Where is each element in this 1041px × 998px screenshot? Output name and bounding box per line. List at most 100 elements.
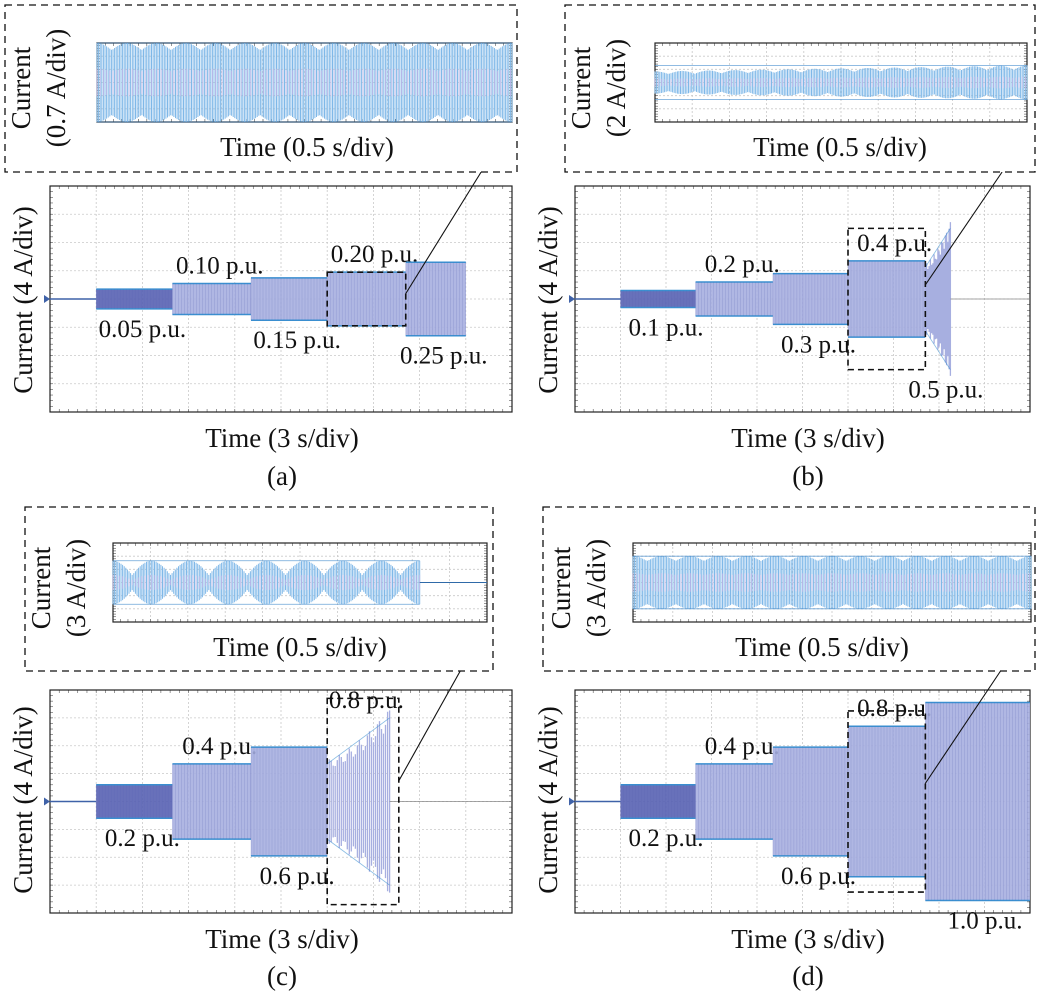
- carrier-hatching: [405, 262, 466, 336]
- step-envelope: [695, 281, 773, 317]
- inset-x-axis-label: Time (0.5 s/div): [213, 632, 387, 662]
- step-label: 0.4 p.u.: [857, 230, 932, 257]
- inset-y-axis-unit: (2 A/div): [601, 39, 631, 137]
- inset-x-axis-label: Time (0.5 s/div): [735, 632, 909, 662]
- carrier-hatching: [172, 763, 251, 840]
- step-envelope: [172, 763, 251, 840]
- step-label: 0.8 p.u.: [857, 695, 932, 722]
- inset-x-axis-label: Time (0.5 s/div): [220, 132, 394, 162]
- step-label: 0.3 p.u.: [781, 331, 856, 358]
- step-band: [250, 277, 328, 321]
- inset-y-axis-label: Current: [566, 46, 596, 129]
- inset-waveform: [96, 42, 513, 123]
- step-band: [96, 784, 173, 819]
- inset-trace-core: [654, 76, 1026, 89]
- inset-y-axis-unit: (3 A/div): [581, 539, 611, 637]
- step-label: 0.4 p.u.: [705, 733, 780, 760]
- step-envelope: [620, 784, 696, 819]
- carrier-hatching: [695, 763, 771, 840]
- main-x-axis-label: Time (3 s/div): [731, 423, 885, 453]
- main-y-axis-label: Current (4 A/div): [8, 206, 38, 393]
- carrier-hatching: [847, 260, 924, 338]
- inset-y-axis-label: Current: [6, 46, 36, 129]
- step-band: [620, 784, 696, 819]
- step-envelope: [772, 272, 849, 326]
- step-label: 0.15 p.u.: [253, 327, 341, 354]
- ground-marker-icon: [569, 295, 575, 303]
- carrier-hatching: [95, 784, 172, 819]
- step-band: [695, 282, 773, 316]
- carrier-hatching: [620, 784, 696, 819]
- inset-waveform: [632, 555, 1032, 610]
- panel-d: 0.2 p.u. 0.4 p.u. 0.6 p.u. 0.8 p.u. 1.0 p.u.…: [533, 506, 1036, 991]
- zoom-box: [326, 697, 400, 906]
- inset-y-axis-unit: (3 A/div): [61, 539, 91, 637]
- step-band: [925, 702, 1030, 901]
- main-y-axis-label: Current (4 A/div): [533, 206, 563, 393]
- inset-trace-core: [632, 573, 1030, 592]
- step-band: [172, 763, 251, 840]
- oscillation-envelope: [326, 717, 390, 886]
- panel-caption: (d): [792, 961, 823, 991]
- step-band: [327, 272, 406, 326]
- inset-x-axis-label: Time (0.5 s/div): [753, 132, 927, 162]
- step-label: 0.8 p.u.: [329, 687, 404, 714]
- step-band: [848, 260, 926, 338]
- step-label: 0.25 p.u.: [400, 343, 488, 370]
- step-band: [405, 262, 466, 336]
- carrier-hatching: [172, 283, 251, 315]
- step-band: [695, 763, 773, 840]
- panel-b: 0.1 p.u. 0.2 p.u. 0.3 p.u. 0.4 p.u. 0.5 p.u.…: [533, 4, 1036, 491]
- main-x-axis-label: Time (3 s/div): [731, 924, 885, 954]
- main-x-axis-label: Time (3 s/div): [205, 924, 359, 954]
- step-band: [772, 747, 848, 856]
- step-label: 0.4 p.u.: [182, 733, 257, 760]
- main-x-axis-label: Time (3 s/div): [205, 423, 359, 453]
- step-band: [620, 290, 696, 308]
- inset-trace-core: [112, 574, 421, 591]
- inset-y-axis-label: Current: [546, 546, 576, 629]
- step-label: 0.2 p.u.: [105, 825, 180, 852]
- step-label: 1.0 p.u.: [948, 907, 1023, 934]
- step-label: 0.2 p.u.: [705, 251, 780, 278]
- main-y-axis-label: Current (4 A/div): [8, 706, 38, 893]
- panel-caption: (b): [792, 461, 823, 491]
- step-envelope: [620, 289, 696, 309]
- step-band: [772, 273, 848, 325]
- carrier-hatching: [772, 747, 849, 856]
- carrier-hatching: [250, 747, 327, 856]
- main-y-axis-label: Current (4 A/div): [533, 706, 563, 893]
- step-label: 0.1 p.u.: [629, 314, 704, 341]
- ground-marker-icon: [569, 797, 575, 806]
- step-band: [250, 747, 328, 856]
- step-envelope: [925, 701, 1030, 902]
- ground-marker-icon: [44, 797, 50, 806]
- inset-y-axis-unit: (0.7 A/div): [41, 29, 71, 148]
- inset-waveform: [654, 64, 1028, 101]
- step-envelope: [250, 277, 328, 321]
- step-envelope: [326, 271, 406, 327]
- zoom-leader-line: [405, 171, 482, 294]
- step-envelope: [405, 261, 466, 337]
- carrier-hatching: [250, 277, 327, 321]
- step-label: 0.10 p.u.: [176, 252, 264, 279]
- step-envelope: [847, 725, 926, 878]
- zoom-leader-line: [398, 670, 461, 782]
- oscillation-envelope: [925, 228, 951, 370]
- carrier-hatching: [695, 282, 771, 316]
- step-envelope: [250, 746, 328, 857]
- carrier-hatching: [772, 273, 849, 325]
- step-label: 0.6 p.u.: [260, 863, 335, 890]
- carrier-hatching: [925, 702, 1028, 901]
- carrier-hatching: [620, 290, 696, 308]
- step-envelope: [95, 288, 173, 310]
- oscillation-trace: [924, 222, 952, 376]
- carrier-hatching: [847, 726, 924, 877]
- inset-y-axis-label: Current: [26, 546, 56, 629]
- step-envelope: [95, 784, 173, 819]
- step-label: 0.20 p.u.: [331, 241, 419, 268]
- zoom-leader-line: [924, 171, 1003, 286]
- step-label: 0.6 p.u.: [781, 863, 856, 890]
- step-label: 0.05 p.u.: [99, 316, 187, 343]
